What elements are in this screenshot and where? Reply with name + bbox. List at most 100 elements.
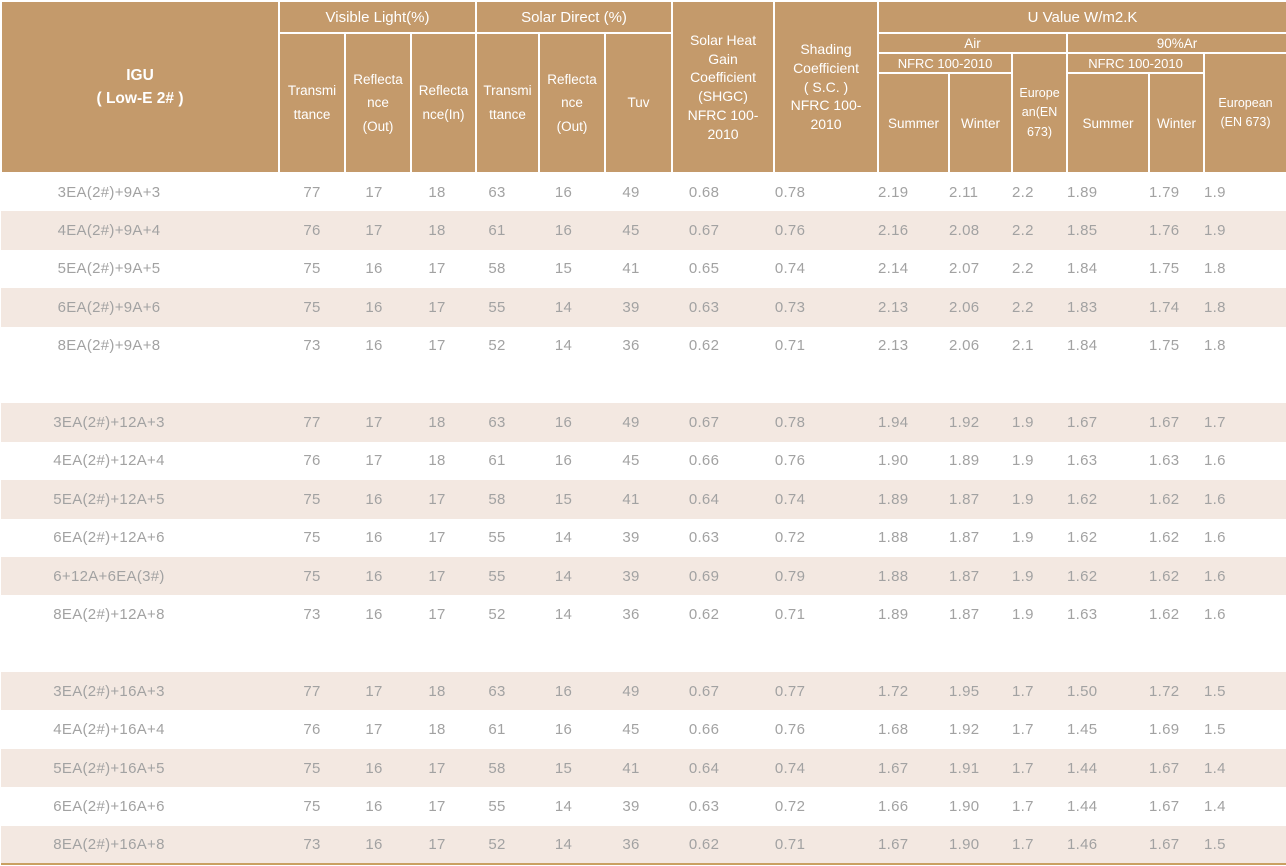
value-cell: 0.79 bbox=[774, 567, 806, 585]
value-cell: 18 bbox=[428, 222, 446, 240]
value-cell: 75 bbox=[303, 298, 321, 316]
value-cell: 0.63 bbox=[688, 529, 720, 547]
table-row: 6EA(2#)+12A+6 75 16 17 55 14 39 0.63 0.72 1.88 1.8… bbox=[1, 519, 1286, 557]
value-cell: 45 bbox=[622, 452, 640, 470]
value-cell: 17 bbox=[365, 222, 383, 240]
value-cell: 0.74 bbox=[774, 490, 806, 508]
igu-cell: 5EA(2#)+16A+5 bbox=[53, 759, 165, 777]
value-cell: 17 bbox=[365, 414, 383, 432]
value-cell: 61 bbox=[488, 452, 506, 470]
value-cell: 0.73 bbox=[774, 298, 806, 316]
igu-cell: 5EA(2#)+12A+5 bbox=[53, 490, 165, 508]
value-cell: 36 bbox=[622, 337, 640, 355]
value-cell: 76 bbox=[303, 452, 321, 470]
value-cell: 0.67 bbox=[688, 222, 720, 240]
value-cell: 0.72 bbox=[774, 797, 806, 815]
value-cell: 18 bbox=[428, 452, 446, 470]
value-cell: 16 bbox=[365, 567, 383, 585]
table-row: 6EA(2#)+16A+6 75 16 17 55 14 39 0.63 0.72 1.66 1.9… bbox=[1, 787, 1286, 825]
value-cell: 1.7 bbox=[1012, 682, 1034, 700]
value-cell: 14 bbox=[554, 567, 573, 585]
value-cell: 16 bbox=[345, 825, 411, 866]
value-cell: 0.76 bbox=[774, 452, 806, 470]
table-header: IGU ( Low-E 2# ) Visible Light(%) Solar … bbox=[0, 0, 1286, 174]
igu-cell: 8EA(2#)+9A+8 bbox=[57, 337, 161, 355]
vl-reflectance-out-header: Reflecta nce (Out) bbox=[344, 32, 412, 174]
value-cell: 2.13 bbox=[878, 337, 909, 355]
value-cell: 0.64 bbox=[688, 759, 720, 777]
vl-transmittance-header: Transmi ttance bbox=[278, 32, 346, 174]
value-cell: 0.72 bbox=[774, 529, 806, 547]
value-cell: 16 bbox=[365, 337, 383, 355]
value-cell: 2.11 bbox=[949, 184, 979, 202]
value-cell: 17 bbox=[428, 567, 446, 585]
value-cell: 0.78 bbox=[774, 414, 806, 432]
value-cell: 1.67 bbox=[1149, 825, 1205, 866]
value-cell: 1.67 bbox=[1067, 414, 1098, 432]
value-cell: 0.71 bbox=[774, 825, 879, 866]
spacer-row bbox=[1, 633, 1286, 673]
value-cell: 41 bbox=[622, 260, 640, 278]
value-cell: 1.95 bbox=[949, 682, 980, 700]
table-row: 4EA(2#)+12A+4 76 17 18 61 16 45 0.66 0.76 1.90 1.8… bbox=[1, 442, 1286, 480]
air-summer-header: Summer bbox=[877, 72, 951, 174]
value-cell: 0.63 bbox=[688, 298, 720, 316]
value-cell: 49 bbox=[622, 184, 640, 202]
value-cell: 0.62 bbox=[672, 825, 775, 866]
value-cell: 0.66 bbox=[688, 721, 720, 739]
value-cell: 76 bbox=[303, 721, 321, 739]
value-cell: 1.50 bbox=[1067, 682, 1098, 700]
igu-cell: 4EA(2#)+12A+4 bbox=[53, 452, 165, 470]
value-cell: 52 bbox=[476, 825, 540, 866]
value-cell: 1.7 bbox=[1204, 414, 1226, 432]
value-cell: 2.2 bbox=[1012, 184, 1034, 202]
value-cell: 63 bbox=[488, 184, 506, 202]
value-cell: 1.74 bbox=[1149, 298, 1180, 316]
value-cell: 1.62 bbox=[1149, 605, 1180, 623]
shading-coefficient-header: Shading Coefficient ( S.C. ) NFRC 100- 2… bbox=[773, 0, 880, 174]
value-cell: 1.46 bbox=[1067, 825, 1150, 866]
value-cell: 1.67 bbox=[1149, 797, 1180, 815]
value-cell: 1.75 bbox=[1149, 337, 1180, 355]
table-row: 5EA(2#)+16A+5 75 16 17 58 15 41 0.64 0.74 1.67 1.9… bbox=[1, 748, 1286, 788]
value-cell: 1.63 bbox=[1149, 452, 1180, 470]
table-row: 3EA(2#)+16A+3 77 17 18 63 16 49 0.67 0.77 1.72 1.9… bbox=[1, 672, 1286, 711]
value-cell: 16 bbox=[554, 721, 573, 739]
value-cell: 14 bbox=[539, 825, 606, 866]
value-cell: 16 bbox=[554, 222, 573, 240]
value-cell: 2.06 bbox=[949, 337, 980, 355]
value-cell: 55 bbox=[488, 797, 506, 815]
value-cell: 0.64 bbox=[688, 490, 720, 508]
value-cell: 41 bbox=[622, 490, 640, 508]
value-cell: 1.5 bbox=[1204, 721, 1226, 739]
igu-header: IGU ( Low-E 2# ) bbox=[0, 0, 280, 174]
value-cell: 2.2 bbox=[1012, 260, 1034, 278]
value-cell: 1.62 bbox=[1067, 567, 1098, 585]
igu-cell: 6+12A+6EA(3#) bbox=[53, 567, 165, 585]
value-cell: 0.62 bbox=[688, 337, 720, 355]
visible-light-group-header: Visible Light(%) bbox=[277, 0, 478, 34]
value-cell: 73 bbox=[303, 337, 321, 355]
value-cell: 1.88 bbox=[878, 529, 909, 547]
value-cell: 1.87 bbox=[949, 605, 980, 623]
value-cell: 18 bbox=[428, 414, 446, 432]
igu-cell: 3EA(2#)+9A+3 bbox=[57, 184, 161, 202]
value-cell: 16 bbox=[365, 260, 383, 278]
value-cell: 0.76 bbox=[774, 222, 806, 240]
value-cell: 17 bbox=[428, 797, 446, 815]
value-cell: 1.75 bbox=[1149, 260, 1180, 278]
value-cell: 0.78 bbox=[774, 184, 806, 202]
value-cell: 1.84 bbox=[1067, 337, 1098, 355]
value-cell: 1.5 bbox=[1204, 825, 1286, 866]
value-cell: 1.76 bbox=[1149, 222, 1180, 240]
sd-transmittance-header: Transmi ttance bbox=[475, 32, 541, 174]
value-cell: 2.07 bbox=[949, 260, 980, 278]
value-cell: 55 bbox=[488, 298, 506, 316]
vl-reflectance-in-header: Reflecta nce(In) bbox=[409, 32, 478, 174]
value-cell: 1.4 bbox=[1204, 797, 1226, 815]
value-cell: 58 bbox=[488, 490, 506, 508]
value-cell: 0.74 bbox=[774, 759, 806, 777]
air-nfrc-header: NFRC 100-2010 bbox=[877, 52, 1014, 74]
value-cell: 17 bbox=[428, 298, 446, 316]
value-cell: 1.62 bbox=[1149, 529, 1180, 547]
